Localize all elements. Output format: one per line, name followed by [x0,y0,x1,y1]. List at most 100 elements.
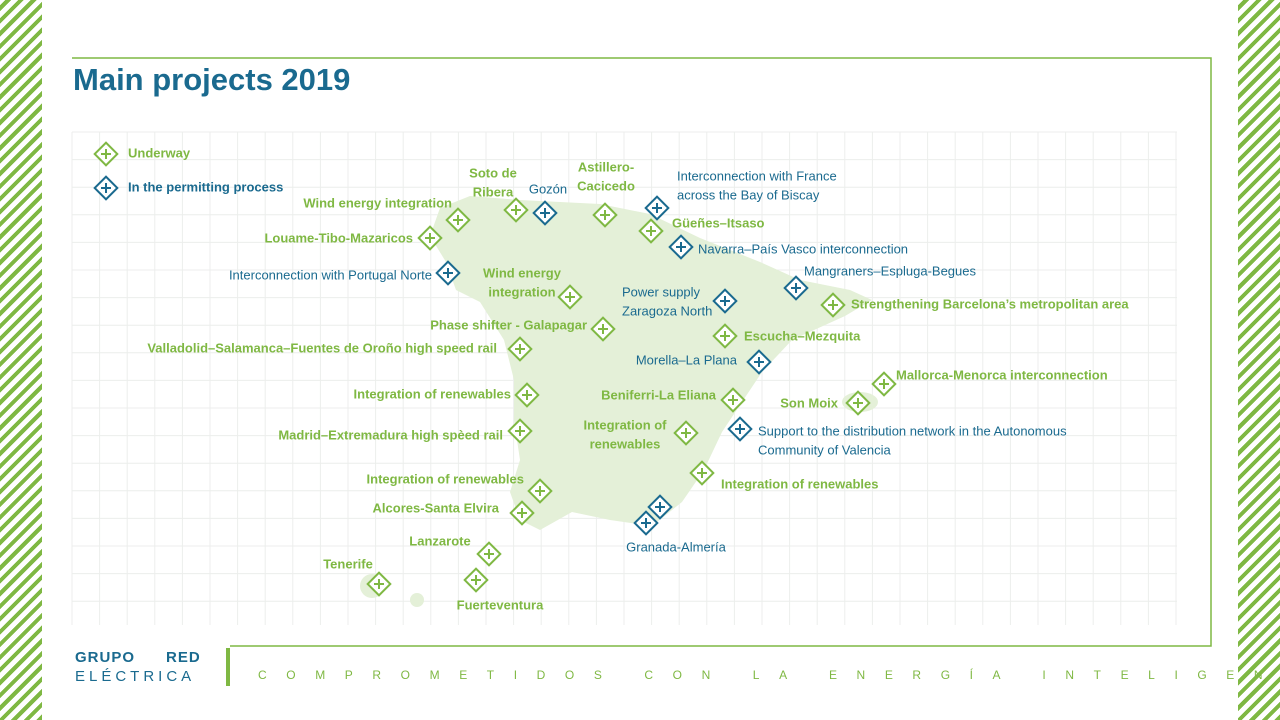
marker-plus [720,296,730,306]
marker-plus [652,203,662,213]
marker [712,323,738,349]
project-label: Power supply [622,284,701,299]
project-label: Phase shifter - Galapagar [430,317,587,332]
logo: RED [166,649,201,666]
marker [647,494,673,520]
project-label: Güeñes–Itsaso [672,215,765,230]
marker-plus [791,283,801,293]
project-label: Mallorca-Menorca interconnection [896,367,1108,382]
project-label: Escucha–Mezquita [744,328,861,343]
marker-plus [735,424,745,434]
marker [712,288,738,314]
side-stripe [1238,0,1280,720]
project-label: Astillero- [578,159,634,174]
project-label: Fuerteventura [457,597,544,612]
logo: GRUPO [75,649,135,666]
marker-plus [101,149,111,159]
marker [476,541,502,567]
project-label: Navarra–País Vasco interconnection [698,241,908,256]
project-label: across the Bay of Biscay [677,187,820,202]
marker [93,175,119,201]
marker [590,316,616,342]
marker [727,416,753,442]
marker [417,225,443,251]
legend-label: Underway [128,145,191,160]
project-label: Gozón [529,181,567,196]
marker [366,571,392,597]
marker-plus [754,357,764,367]
marker [503,197,529,223]
project-label: Community of Valencia [758,442,891,457]
project-label: Integration of renewables [367,471,524,486]
spain-shape [430,196,872,530]
marker-plus [646,226,656,236]
marker [514,382,540,408]
project-label: integration [488,284,555,299]
project-label: Lanzarote [409,533,470,548]
marker-plus [443,268,453,278]
marker [845,390,871,416]
side-stripe [0,0,42,720]
marker-plus [511,205,521,215]
marker-plus [600,210,610,220]
marker [445,207,471,233]
marker-plus [535,486,545,496]
marker-plus [374,579,384,589]
project-label: Wind energy [483,265,562,280]
marker-plus [828,300,838,310]
island [410,593,424,607]
logo: ELÉCTRICA [75,668,195,685]
project-label: Morella–La Plana [636,352,738,367]
project-label: Ribera [473,184,514,199]
marker [93,141,119,167]
project-label: Interconnection with Portugal Norte [229,267,432,282]
marker-plus [453,215,463,225]
project-label: Integration of renewables [721,476,878,491]
project-label: Soto de [469,165,517,180]
marker-plus [697,468,707,478]
marker [527,478,553,504]
marker [557,284,583,310]
marker [673,420,699,446]
marker-plus [641,518,651,528]
project-label: renewables [590,436,661,451]
marker-plus [517,508,527,518]
project-label: Zaragoza North [622,303,712,318]
marker [644,195,670,221]
project-label: Support to the distribution network in t… [758,423,1067,438]
marker-plus [720,331,730,341]
project-label: Valladolid–Salamanca–Fuentes de Oroño hi… [147,340,497,355]
project-label: Alcores-Santa Elvira [373,500,500,515]
marker-plus [676,242,686,252]
marker-plus [522,390,532,400]
marker [746,349,772,375]
project-label: Madrid–Extremadura high spèed rail [278,427,503,442]
marker-plus [515,344,525,354]
project-label: Louame-Tibo-Mazaricos [264,230,413,245]
marker [871,371,897,397]
marker [820,292,846,318]
marker [592,202,618,228]
project-label: Son Moix [780,395,839,410]
marker-plus [565,292,575,302]
marker [720,387,746,413]
marker [463,567,489,593]
project-label: Integration of [583,417,667,432]
marker-plus [598,324,608,334]
marker [507,418,533,444]
project-label: Beniferri-La Eliana [601,387,717,402]
marker-plus [540,208,550,218]
title: Main projects 2019 [73,62,350,97]
marker [507,336,533,362]
project-label: Strengthening Barcelona’s metropolitan a… [851,296,1129,311]
project-label: Mangraners–Espluga-Begues [804,263,976,278]
marker-plus [655,502,665,512]
marker-plus [681,428,691,438]
marker [689,460,715,486]
frame [72,57,1212,647]
marker [509,500,535,526]
tagline: COMPROMETIDOS CON LA ENERGÍA INTELIGENTE [258,667,1280,682]
marker-plus [728,395,738,405]
